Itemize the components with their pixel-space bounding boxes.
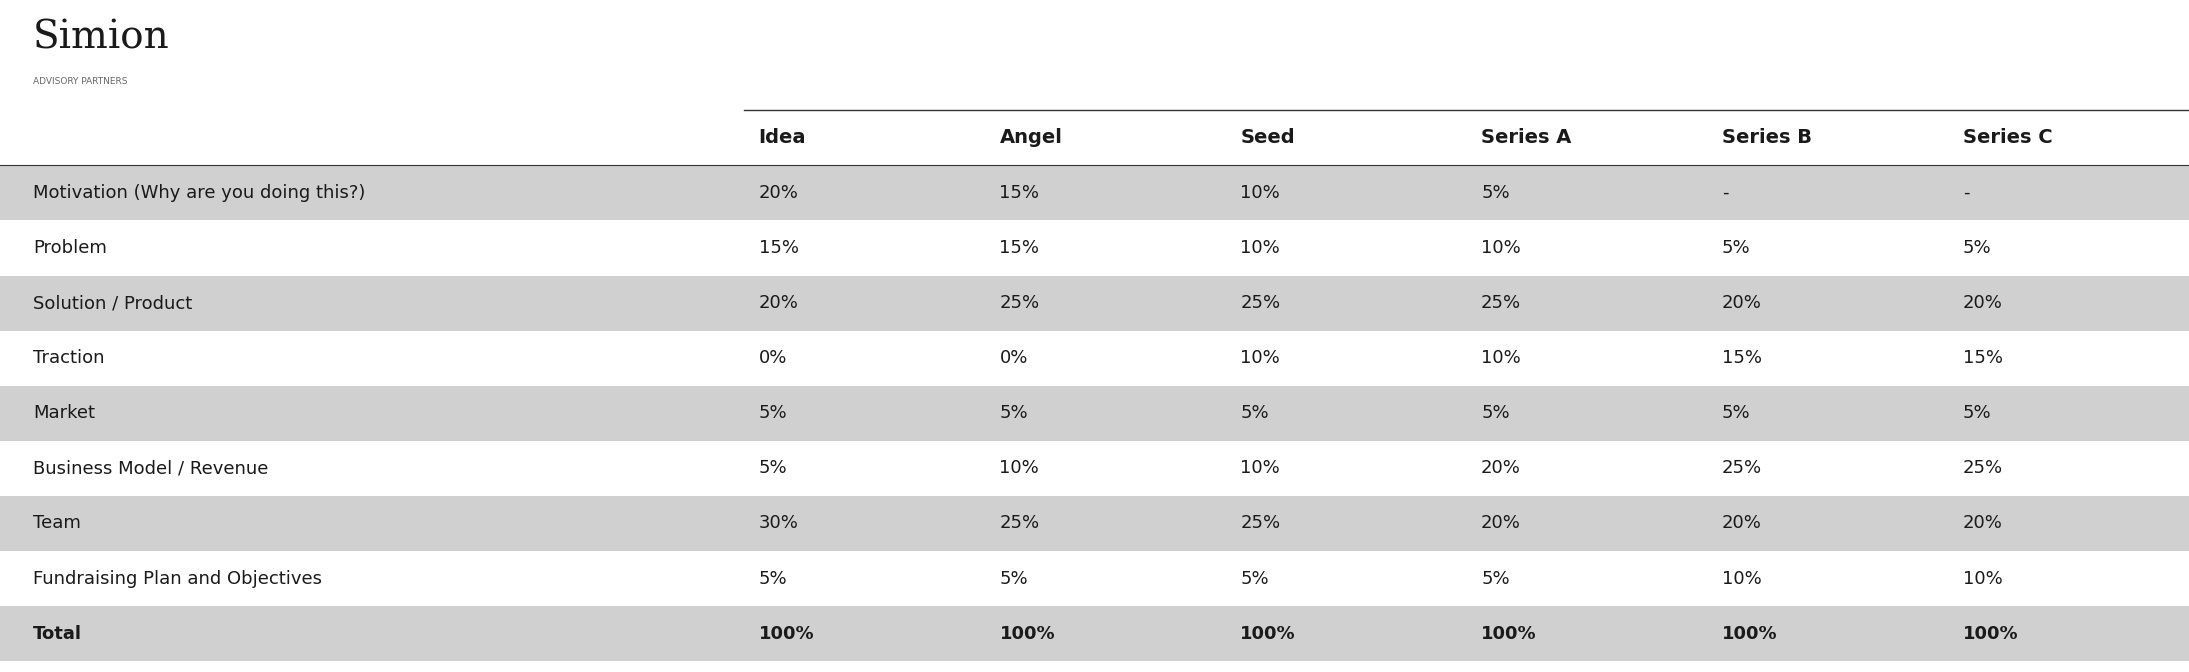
Text: 20%: 20% [1964, 294, 2003, 312]
Text: Problem: Problem [33, 239, 107, 257]
Text: 5%: 5% [760, 405, 788, 422]
Text: 0%: 0% [1000, 349, 1029, 367]
Bar [0, 220, 2189, 276]
Text: 15%: 15% [1000, 184, 1040, 202]
Text: Seed: Seed [1241, 128, 1296, 147]
Text: 30%: 30% [760, 515, 799, 532]
Text: 100%: 100% [1241, 625, 1296, 642]
Text: 5%: 5% [1964, 239, 1992, 257]
Text: 5%: 5% [1964, 405, 1992, 422]
Text: 5%: 5% [1241, 570, 1270, 587]
Bar [0, 331, 2189, 386]
Text: 100%: 100% [1482, 625, 1537, 642]
Text: 5%: 5% [1723, 239, 1751, 257]
Text: 100%: 100% [1964, 625, 2018, 642]
Text: 5%: 5% [1482, 184, 1510, 202]
Text: Simion: Simion [33, 19, 169, 57]
Text: Total: Total [33, 625, 81, 642]
Text: 20%: 20% [1723, 294, 1762, 312]
Bar [0, 496, 2189, 551]
Text: 5%: 5% [1482, 405, 1510, 422]
Text: 5%: 5% [1000, 570, 1029, 587]
Text: 25%: 25% [1241, 294, 1281, 312]
Text: 15%: 15% [1964, 349, 2003, 367]
Text: Business Model / Revenue: Business Model / Revenue [33, 460, 269, 477]
Text: 10%: 10% [1723, 570, 1762, 587]
Bar [0, 441, 2189, 496]
Text: 10%: 10% [1964, 570, 2003, 587]
Text: 10%: 10% [1241, 239, 1281, 257]
Text: 10%: 10% [1241, 349, 1281, 367]
Text: 15%: 15% [1000, 239, 1040, 257]
Text: 0%: 0% [760, 349, 788, 367]
Text: Angel: Angel [1000, 128, 1062, 147]
Text: 20%: 20% [1482, 515, 1521, 532]
Text: Fundraising Plan and Objectives: Fundraising Plan and Objectives [33, 570, 322, 587]
Text: 5%: 5% [760, 570, 788, 587]
Text: 15%: 15% [1723, 349, 1762, 367]
Text: 5%: 5% [1482, 570, 1510, 587]
Bar [0, 165, 2189, 220]
Text: -: - [1723, 184, 1729, 202]
Text: 100%: 100% [760, 625, 814, 642]
Text: 5%: 5% [760, 460, 788, 477]
Bar [0, 386, 2189, 441]
Text: ADVISORY PARTNERS: ADVISORY PARTNERS [33, 77, 127, 87]
Text: 20%: 20% [1723, 515, 1762, 532]
Text: 25%: 25% [1723, 460, 1762, 477]
Text: -: - [1964, 184, 1970, 202]
Text: 10%: 10% [1241, 460, 1281, 477]
Text: Series A: Series A [1482, 128, 1572, 147]
Text: Series C: Series C [1964, 128, 2053, 147]
Text: 10%: 10% [1482, 239, 1521, 257]
Text: 20%: 20% [760, 184, 799, 202]
Text: 25%: 25% [1482, 294, 1521, 312]
Text: 25%: 25% [1000, 294, 1040, 312]
Text: 25%: 25% [1241, 515, 1281, 532]
Text: 20%: 20% [760, 294, 799, 312]
Text: 5%: 5% [1723, 405, 1751, 422]
Text: 5%: 5% [1241, 405, 1270, 422]
Bar [0, 276, 2189, 331]
Text: 20%: 20% [1964, 515, 2003, 532]
Text: 15%: 15% [760, 239, 799, 257]
Text: Market: Market [33, 405, 94, 422]
Text: Team: Team [33, 515, 81, 532]
Text: 10%: 10% [1000, 460, 1040, 477]
Text: 10%: 10% [1241, 184, 1281, 202]
Text: 5%: 5% [1000, 405, 1029, 422]
Text: 25%: 25% [1964, 460, 2003, 477]
Text: 25%: 25% [1000, 515, 1040, 532]
Text: Motivation (Why are you doing this?): Motivation (Why are you doing this?) [33, 184, 366, 202]
Text: 10%: 10% [1482, 349, 1521, 367]
Text: Traction: Traction [33, 349, 105, 367]
Text: 100%: 100% [1000, 625, 1055, 642]
Text: Solution / Product: Solution / Product [33, 294, 193, 312]
Bar [0, 606, 2189, 661]
Text: Series B: Series B [1723, 128, 1812, 147]
Text: Idea: Idea [760, 128, 806, 147]
Bar [0, 551, 2189, 606]
Text: 20%: 20% [1482, 460, 1521, 477]
Text: 100%: 100% [1723, 625, 1777, 642]
